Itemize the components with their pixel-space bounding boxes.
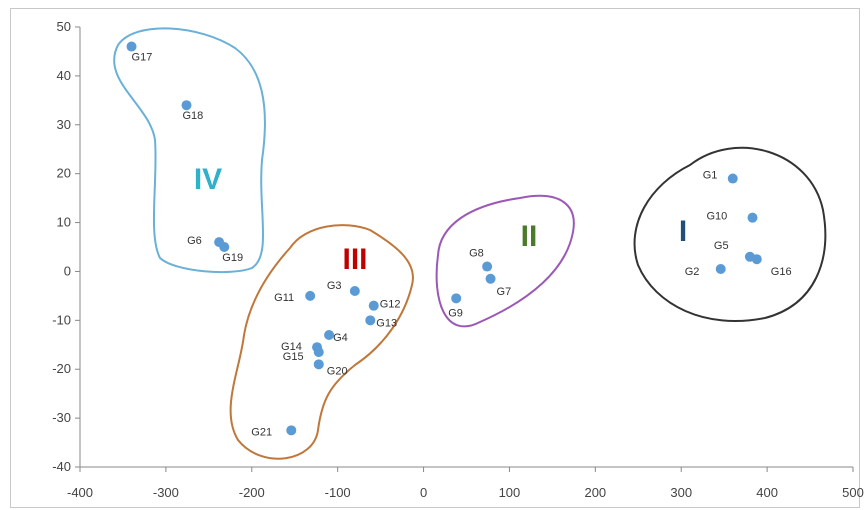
data-point-g1 bbox=[727, 173, 738, 184]
x-tick-label: -400 bbox=[67, 485, 93, 500]
data-point-g3 bbox=[349, 286, 360, 296]
cluster-outline-i bbox=[633, 146, 827, 322]
y-tick-label: 50 bbox=[57, 19, 71, 34]
point-label-g16: G16 bbox=[771, 266, 792, 278]
x-tick-label: -200 bbox=[239, 485, 265, 500]
y-tick-label: -30 bbox=[52, 410, 71, 425]
x-tick-label: -100 bbox=[325, 485, 351, 500]
cluster-outline-iv bbox=[113, 27, 266, 274]
point-label-g14: G14 bbox=[281, 341, 302, 353]
chart-frame bbox=[10, 8, 860, 508]
x-tick-label: 100 bbox=[499, 485, 521, 500]
cluster-label-i: I bbox=[679, 215, 687, 248]
point-label-g20: G20 bbox=[327, 365, 348, 377]
x-tick-label: 500 bbox=[842, 485, 864, 500]
data-point-g17 bbox=[126, 41, 137, 52]
data-point-g9 bbox=[451, 293, 462, 304]
point-label-g2: G2 bbox=[685, 266, 700, 278]
point-label-g9: G9 bbox=[448, 307, 463, 319]
point-label-g4: G4 bbox=[333, 332, 348, 344]
point-label-g19: G19 bbox=[222, 252, 243, 264]
x-tick-label: 400 bbox=[756, 485, 778, 500]
point-label-g8: G8 bbox=[469, 248, 484, 260]
point-label-g5: G5 bbox=[714, 240, 729, 252]
data-point-g7 bbox=[485, 273, 496, 284]
data-point-g19 bbox=[219, 242, 230, 252]
point-label-g11: G11 bbox=[274, 292, 294, 304]
data-point-g4 bbox=[324, 330, 335, 340]
point-label-g13: G13 bbox=[376, 317, 397, 329]
point-label-g3: G3 bbox=[327, 280, 342, 292]
x-tick-label: 200 bbox=[584, 485, 606, 500]
point-label-g12: G12 bbox=[380, 299, 401, 311]
point-label-g18: G18 bbox=[183, 110, 204, 122]
point-label-g15: G15 bbox=[283, 351, 304, 363]
y-tick-label: 30 bbox=[57, 117, 71, 132]
data-point-g2 bbox=[715, 264, 726, 274]
y-tick-label: 40 bbox=[57, 68, 71, 83]
cluster-outline-iii bbox=[229, 224, 414, 460]
cluster-label-iii: III bbox=[342, 243, 367, 276]
data-point-g13 bbox=[365, 315, 376, 326]
y-tick-label: 10 bbox=[57, 215, 71, 230]
y-tick-label: -40 bbox=[52, 459, 71, 474]
data-point-g12 bbox=[368, 300, 379, 311]
y-tick-label: 20 bbox=[57, 166, 71, 181]
point-label-g1: G1 bbox=[703, 170, 718, 182]
data-point-g21 bbox=[286, 425, 297, 436]
x-tick-label: 0 bbox=[420, 485, 427, 500]
point-label-g6: G6 bbox=[187, 235, 202, 247]
y-tick-label: -20 bbox=[52, 361, 71, 376]
point-label-g21: G21 bbox=[251, 426, 272, 438]
point-label-g7: G7 bbox=[497, 286, 512, 298]
data-point-g20 bbox=[313, 359, 324, 370]
data-point-g10 bbox=[747, 212, 758, 223]
data-point-g18 bbox=[181, 100, 192, 111]
cluster-label-iv: IV bbox=[194, 163, 222, 196]
data-point-g8 bbox=[482, 261, 493, 272]
point-label-g17: G17 bbox=[132, 52, 153, 64]
y-tick-label: 0 bbox=[64, 263, 71, 278]
data-point-g15 bbox=[313, 347, 324, 358]
y-tick-label: -10 bbox=[52, 312, 71, 327]
data-point-g16 bbox=[751, 254, 762, 265]
x-tick-label: 300 bbox=[670, 485, 692, 500]
x-tick-label: -300 bbox=[153, 485, 179, 500]
data-point-g11 bbox=[305, 290, 316, 301]
cluster-label-ii: II bbox=[521, 220, 538, 253]
cluster-outline-ii bbox=[435, 194, 575, 328]
point-label-g10: G10 bbox=[707, 211, 728, 223]
